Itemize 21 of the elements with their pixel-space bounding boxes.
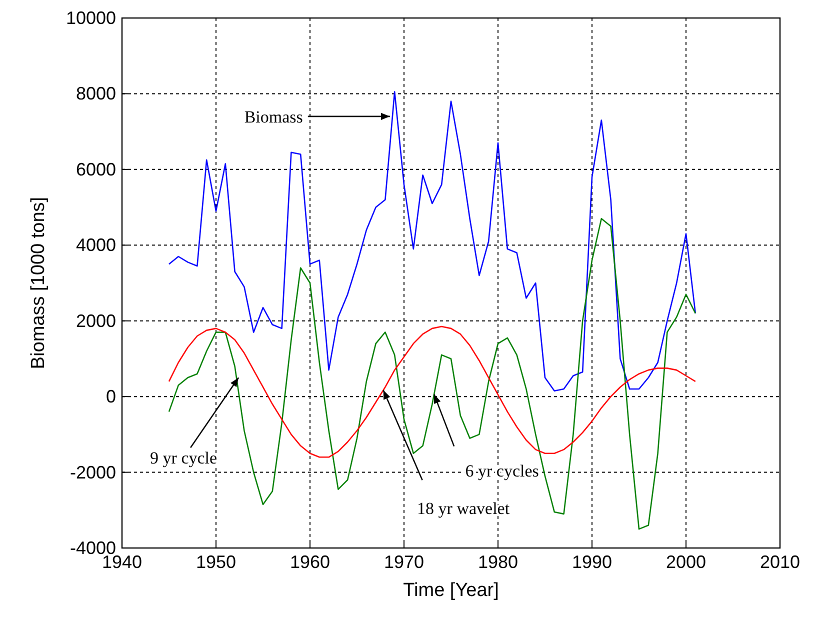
y-tick-label: 6000	[76, 159, 116, 180]
x-tick-label: 1950	[196, 552, 236, 572]
x-axis-title: Time [Year]	[403, 580, 499, 601]
y-tick-label: 0	[106, 386, 116, 407]
annotation: 6 yr cycles	[465, 461, 539, 480]
x-tick-label: 1980	[478, 552, 518, 572]
y-tick-label: 10000	[66, 8, 116, 28]
y-tick-label: 4000	[76, 235, 116, 256]
annotation: 18 yr wavelet	[417, 499, 510, 518]
y-tick-label: 2000	[76, 310, 116, 331]
x-tick-label: 1990	[572, 552, 612, 572]
line-series	[168, 91, 696, 392]
x-tick-label: 2010	[760, 552, 800, 572]
y-axis-title: Biomass [1000 tons]	[28, 196, 49, 370]
annotation: Biomass	[244, 107, 303, 126]
y-tick-label: -2000	[70, 462, 116, 482]
x-tick-label: 1970	[384, 552, 424, 572]
x-tick-label: 1960	[290, 552, 330, 572]
x-tick-label: 2000	[666, 552, 706, 572]
annotation: 9 yr cycle	[150, 448, 218, 468]
y-tick-label: 8000	[76, 84, 116, 104]
